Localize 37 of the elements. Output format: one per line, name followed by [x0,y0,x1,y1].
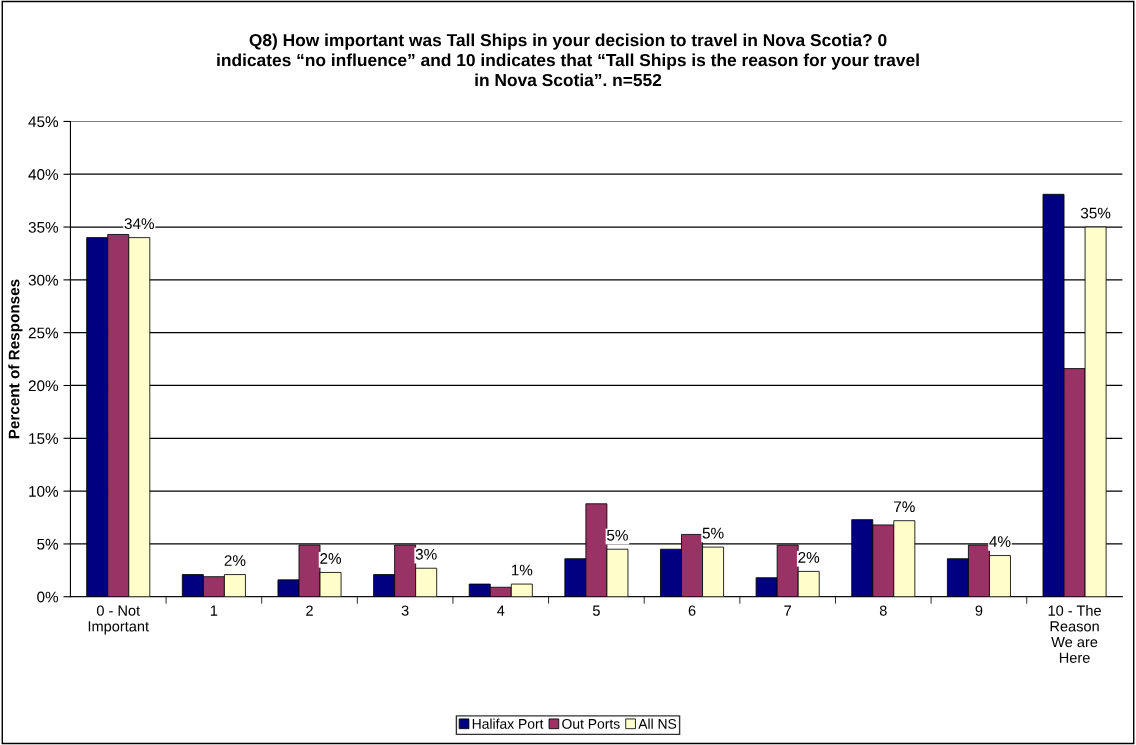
chart-title: Q8) How important was Tall Ships in your decision to travel in Nova Scotia? 0 indicates “no influence” and 10 indicates that “Tall Ships is the reason for your travel in Nova Scotia”. n=552 [217,33,919,87]
y-tick-label: 0% [37,591,59,603]
data-label: 4% [989,536,1011,547]
y-tick-label: 35% [28,221,59,233]
y-tick-label: 25% [28,327,59,339]
y-axis-title: Percent of Responses [8,279,23,439]
y-tick-label: 15% [29,433,59,444]
legend-label: All NS [638,718,677,729]
y-tick-label: 30% [28,274,59,286]
y-tick-label: 5% [37,538,59,550]
data-label: 2% [224,555,246,566]
x-tick-label: 0 - Not Important [88,605,149,635]
x-tick-label: 8 [879,605,887,616]
y-tick-label: 10% [29,485,59,497]
y-tick-label: 20% [28,380,59,392]
legend-label: Halifax Port [472,718,544,729]
x-tick-label: 6 [688,605,696,616]
data-label: 35% [1080,207,1111,219]
data-label: 7% [894,501,915,513]
data-label: 1% [511,564,533,576]
data-label: 34% [124,218,155,230]
data-label: 3% [415,548,437,560]
x-tick-label: 10 - The Reason We are Here [1048,605,1101,663]
legend-label: Out Ports [562,718,620,729]
x-tick-label: 3 [401,605,409,616]
data-label: 5% [702,527,724,539]
x-tick-label: 7 [784,605,791,616]
data-label: 5% [607,529,628,541]
x-tick-label: 4 [497,605,505,616]
y-tick-label: 45% [28,116,59,128]
x-tick-label: 9 [975,605,983,616]
x-tick-label: 1 [210,605,218,616]
x-tick-label: 5 [592,605,600,616]
data-label: 2% [320,553,342,564]
x-tick-label: 2 [306,605,313,616]
data-label: 2% [798,552,820,563]
y-tick-label: 40% [28,169,59,180]
